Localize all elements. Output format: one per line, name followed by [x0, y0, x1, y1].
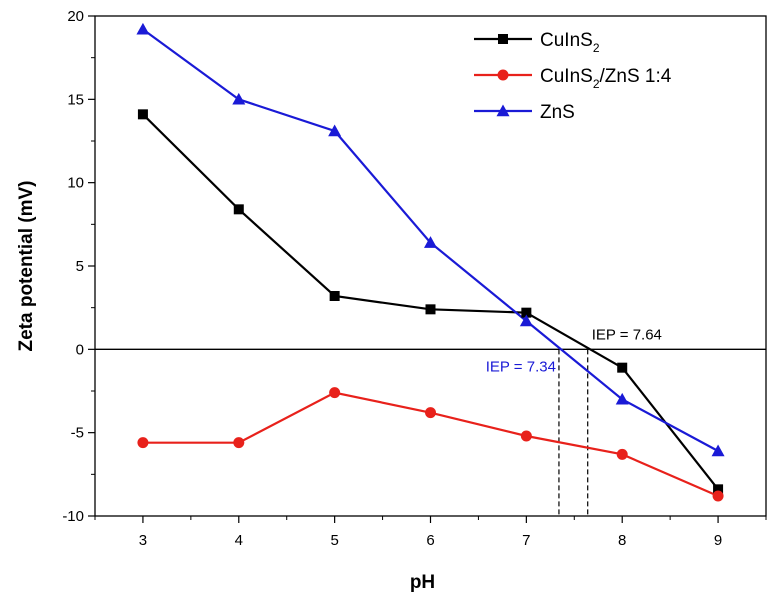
data-point-square — [521, 307, 532, 318]
y-axis-title: Zeta potential (mV) — [16, 180, 37, 351]
data-point-square — [233, 204, 244, 215]
series-layer — [136, 22, 725, 502]
series-line — [142, 113, 719, 491]
y-tick-label: 5 — [76, 258, 84, 275]
data-point-circle — [233, 437, 245, 449]
plot-frame — [94, 15, 767, 517]
data-point-triangle — [232, 92, 246, 105]
data-point-triangle — [496, 104, 510, 117]
x-tick-label: 5 — [330, 532, 338, 549]
data-point-square — [617, 362, 628, 373]
data-point-square — [329, 291, 340, 301]
data-point-circle — [137, 437, 149, 449]
data-point-circle — [497, 69, 509, 81]
data-point-triangle — [136, 22, 150, 35]
data-point-circle — [712, 490, 724, 502]
reference-layer — [95, 348, 766, 516]
data-point-triangle — [328, 124, 342, 137]
x-tick-label: 4 — [235, 532, 243, 549]
legend-label-main: ZnS — [540, 102, 575, 123]
data-point-circle — [425, 407, 436, 419]
data-point-triangle — [615, 392, 629, 405]
iep-label-cuins2: IEP = 7.64 — [592, 326, 662, 343]
x-axis-title: pH — [410, 572, 435, 593]
data-point-circle — [520, 430, 532, 442]
legend-label-main: CuInS — [540, 30, 593, 51]
legend-label-subscript: 2 — [593, 77, 600, 91]
x-tick-label: 9 — [714, 532, 722, 549]
data-point-triangle — [519, 314, 533, 327]
y-tick-label: 10 — [67, 175, 84, 192]
y-tick-label: 15 — [67, 91, 84, 108]
y-tick-label: -5 — [71, 425, 84, 442]
iep-label-zns: IEP = 7.34 — [486, 358, 556, 375]
y-tick-label: -10 — [62, 508, 84, 525]
x-tick-label: 8 — [618, 532, 626, 549]
data-point-square — [425, 304, 436, 315]
x-tick-label: 6 — [426, 532, 434, 549]
data-point-square — [137, 109, 148, 120]
legend-label-main: CuInS — [540, 66, 593, 87]
legend-label: CuInS2 — [540, 30, 600, 55]
data-point-circle — [329, 387, 341, 399]
y-tick-label: 20 — [67, 8, 84, 25]
annotation-layer: IEP = 7.64 IEP = 7.34 — [486, 326, 662, 375]
x-tick-label: 7 — [522, 532, 530, 549]
data-point-square — [498, 34, 508, 44]
legend-label-tail: /ZnS 1:4 — [600, 66, 672, 87]
x-tick-label: 3 — [139, 532, 147, 549]
data-point-triangle — [424, 236, 437, 248]
data-point-circle — [616, 448, 628, 460]
data-point-triangle — [711, 444, 725, 457]
axes-layer: 3 4 5 6 7 8 9 -10 -5 0 5 10 15 20 pH Zeta potential (mV… — [16, 8, 767, 593]
y-tick-label: 0 — [76, 341, 84, 358]
legend-label: CuInS2/ZnS 1:4 — [540, 66, 672, 91]
legend-label-subscript: 2 — [593, 41, 600, 55]
legend-label: ZnS — [540, 102, 575, 123]
data-point-square — [713, 484, 724, 495]
